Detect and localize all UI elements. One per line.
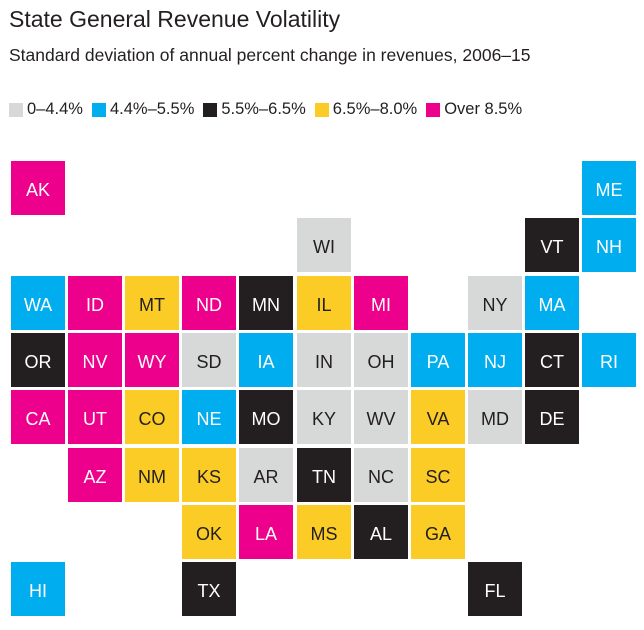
state-tile-nj: NJ: [468, 333, 522, 387]
legend-item: 4.4%–5.5%: [91, 100, 195, 119]
state-tile-tn: TN: [297, 448, 351, 502]
state-tile-vt: VT: [525, 218, 579, 272]
legend-label: Over 8.5%: [444, 100, 523, 118]
state-tile-md: MD: [468, 390, 522, 444]
legend-item: Over 8.5%: [426, 100, 522, 119]
state-tile-nd: ND: [182, 276, 236, 330]
state-tile-ut: UT: [68, 390, 122, 444]
state-tile-nm: NM: [125, 448, 179, 502]
state-tile-ny: NY: [468, 276, 522, 330]
state-tile-nc: NC: [354, 448, 408, 502]
state-tile-sc: SC: [411, 448, 465, 502]
state-tile-hi: HI: [11, 562, 65, 616]
state-tile-id: ID: [68, 276, 122, 330]
state-tile-in: IN: [297, 333, 351, 387]
state-tile-nh: NH: [582, 218, 636, 272]
state-tile-ct: CT: [525, 333, 579, 387]
state-tile-wa: WA: [11, 276, 65, 330]
state-tile-wv: WV: [354, 390, 408, 444]
state-tile-sd: SD: [182, 333, 236, 387]
legend-label: 5.5%–6.5%: [221, 100, 306, 118]
state-tile-il: IL: [297, 276, 351, 330]
state-tile-de: DE: [525, 390, 579, 444]
state-tile-ms: MS: [297, 505, 351, 559]
legend-label: 4.4%–5.5%: [109, 100, 195, 118]
state-tile-oh: OH: [354, 333, 408, 387]
state-tile-pa: PA: [411, 333, 465, 387]
state-tile-mi: MI: [354, 276, 408, 330]
legend-swatch: [9, 102, 23, 117]
state-tile-or: OR: [11, 333, 65, 387]
state-tile-az: AZ: [68, 448, 122, 502]
state-tile-ar: AR: [239, 448, 293, 502]
legend-item: 6.5%–8.0%: [314, 100, 418, 119]
state-tile-mt: MT: [125, 276, 179, 330]
state-tile-ca: CA: [11, 390, 65, 444]
state-tile-ks: KS: [182, 448, 236, 502]
state-tile-al: AL: [354, 505, 408, 559]
legend-label: 6.5%–8.0%: [332, 100, 418, 118]
legend-swatch: [203, 102, 218, 117]
state-tile-wy: WY: [125, 333, 179, 387]
state-tile-ga: GA: [411, 505, 465, 559]
state-tile-me: ME: [582, 161, 636, 215]
state-tile-mn: MN: [239, 276, 293, 330]
state-tile-ak: AK: [11, 161, 65, 215]
state-tile-co: CO: [125, 390, 179, 444]
legend-swatch: [314, 102, 329, 117]
state-tile-fl: FL: [468, 562, 522, 616]
chart-subtitle: Standard deviation of annual percent cha…: [9, 45, 531, 65]
state-tile-ok: OK: [182, 505, 236, 559]
legend: 0–4.4% 4.4%–5.5% 5.5%–6.5% 6.5%–8.0% Ove…: [9, 100, 531, 119]
state-tile-ri: RI: [582, 333, 636, 387]
legend-item: 5.5%–6.5%: [203, 100, 306, 119]
state-tile-la: LA: [239, 505, 293, 559]
legend-item: 0–4.4%: [9, 100, 83, 119]
state-tile-nv: NV: [68, 333, 122, 387]
legend-label: 0–4.4%: [27, 100, 83, 118]
legend-swatch: [426, 102, 441, 117]
state-tile-ky: KY: [297, 390, 351, 444]
state-tile-mo: MO: [239, 390, 293, 444]
state-tile-tx: TX: [182, 562, 236, 616]
state-tile-ia: IA: [239, 333, 293, 387]
legend-swatch: [91, 102, 106, 117]
state-tile-wi: WI: [297, 218, 351, 272]
chart-title: State General Revenue Volatility: [9, 6, 341, 32]
state-tile-va: VA: [411, 390, 465, 444]
state-tile-ne: NE: [182, 390, 236, 444]
state-tile-ma: MA: [525, 276, 579, 330]
